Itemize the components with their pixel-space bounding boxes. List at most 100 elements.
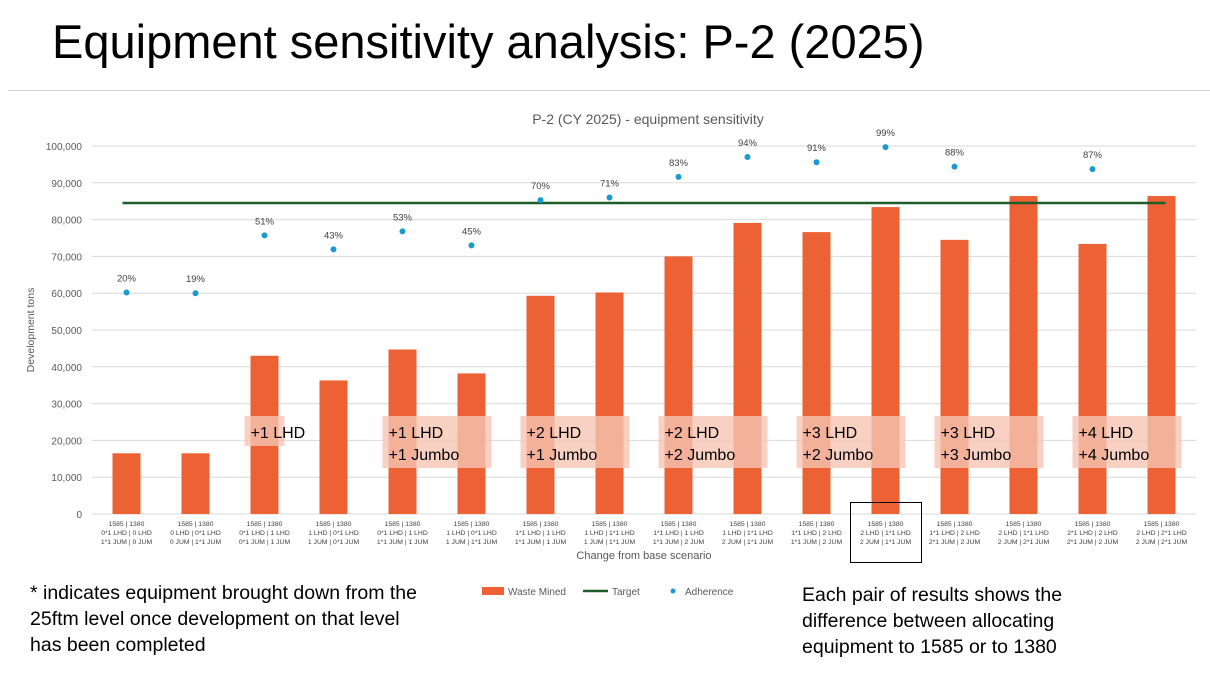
adherence-point (261, 232, 268, 239)
x-tick-label: 2 JUM | 2*1 JUM (1136, 539, 1188, 546)
x-tick-label: 1*1 JUM | 1 JUM (515, 539, 567, 546)
bar-waste-mined (181, 453, 210, 514)
x-tick-label: 1585 | 1380 (523, 521, 559, 528)
legend-swatch-waste-mined (482, 587, 504, 595)
annotation-box (382, 416, 492, 468)
adherence-point (468, 242, 475, 249)
x-tick-label: 1*1 JUM | 2 JUM (653, 539, 705, 546)
bar-waste-mined (112, 453, 141, 514)
adherence-point (123, 289, 130, 296)
x-tick-label: 2*1 JUM | 2 JUM (929, 539, 981, 546)
adherence-label: 83% (669, 158, 689, 169)
title-divider (8, 90, 1210, 91)
x-tick-label: 1*1 LHD | 2 LHD (929, 530, 980, 537)
y-tick-label: 90,000 (51, 179, 82, 190)
annotation-text: +2 LHD (665, 425, 720, 442)
x-tick-label: 1*1 JUM | 1 JUM (377, 539, 429, 546)
x-tick-label: 2 LHD | 1*1 LHD (998, 530, 1049, 537)
x-tick-label: 2 JUM | 1*1 JUM (722, 539, 774, 546)
x-tick-label: 1585 | 1380 (454, 521, 490, 528)
bar-waste-mined (595, 292, 624, 514)
x-tick-label: 0 JUM | 1*1 JUM (170, 539, 222, 546)
annotation-text: +1 Jumbo (389, 447, 460, 464)
annotation-box (796, 416, 906, 468)
adherence-label: 99% (876, 128, 896, 139)
x-tick-label: 1 LHD | 1*1 LHD (584, 530, 635, 537)
adherence-point (192, 290, 199, 297)
adherence-point (1089, 166, 1096, 173)
legend-label-target: Target (612, 587, 640, 598)
x-tick-label: 1 LHD | 0*1 LHD (308, 530, 359, 537)
bar-waste-mined (319, 380, 348, 514)
annotation-text: +4 Jumbo (1079, 447, 1150, 464)
x-tick-label: 1585 | 1380 (661, 521, 697, 528)
slide-title: Equipment sensitivity analysis: P-2 (202… (52, 15, 925, 68)
footnote-equipment: * indicates equipment brought down from … (30, 582, 417, 656)
x-tick-label: 1585 | 1380 (730, 521, 766, 528)
annotation-text: +1 Jumbo (527, 447, 598, 464)
annotation-text: +3 Jumbo (941, 447, 1012, 464)
bar-waste-mined (1078, 243, 1107, 514)
adherence-point (951, 163, 958, 170)
x-tick-label: 2 LHD | 1*1 LHD (860, 530, 911, 537)
annotation-text: +2 Jumbo (803, 447, 874, 464)
y-axis-label: Development tons (25, 288, 37, 373)
annotation-box (244, 416, 285, 446)
x-tick-label: 2*1 JUM | 2 JUM (1067, 539, 1119, 546)
annotation-text: +3 LHD (941, 425, 996, 442)
adherence-label: 70% (531, 181, 551, 192)
x-tick-label: 1585 | 1380 (385, 521, 421, 528)
y-tick-label: 50,000 (51, 326, 82, 337)
x-tick-label: 1 LHD | 1*1 LHD (722, 530, 773, 537)
x-tick-label: 0*1 LHD | 0 LHD (101, 530, 152, 537)
x-tick-label: 1585 | 1380 (1144, 521, 1180, 528)
x-axis-label: Change from base scenario (576, 550, 711, 562)
annotation-text: +3 LHD (803, 425, 858, 442)
adherence-label: 20% (117, 273, 137, 284)
x-tick-label: 0 LHD | 0*1 LHD (170, 530, 221, 537)
bar-waste-mined (802, 232, 831, 514)
x-tick-label: 0*1 LHD | 1 LHD (377, 530, 428, 537)
bar-waste-mined (940, 239, 969, 514)
legend-label-adherence: Adherence (685, 587, 734, 598)
adherence-label: 53% (393, 212, 413, 223)
y-tick-label: 10,000 (51, 473, 82, 484)
x-tick-label: 1*1 LHD | 1 LHD (653, 530, 704, 537)
x-tick-label: 1*1 LHD | 1 LHD (515, 530, 566, 537)
adherence-label: 19% (186, 274, 206, 285)
adherence-point (882, 144, 889, 151)
x-tick-label: 1585 | 1380 (799, 521, 835, 528)
legend-swatch-adherence (670, 588, 676, 594)
x-tick-label: 2 JUM | 1*1 JUM (860, 539, 912, 546)
x-tick-label: 1585 | 1380 (316, 521, 352, 528)
bar-waste-mined (664, 256, 693, 514)
x-tick-label: 1585 | 1380 (178, 521, 214, 528)
adherence-point (537, 197, 544, 204)
annotation-box (934, 416, 1044, 468)
x-tick-label: 0*1 JUM | 1 JUM (239, 539, 291, 546)
y-tick-label: 100,000 (46, 142, 83, 153)
y-tick-label: 0 (76, 510, 82, 521)
bar-waste-mined (526, 295, 555, 514)
y-tick-label: 20,000 (51, 436, 82, 447)
adherence-point (606, 194, 613, 201)
x-tick-label: 1*1 JUM | 0 JUM (101, 539, 153, 546)
x-tick-label: 1585 | 1380 (937, 521, 973, 528)
annotation-text: +1 LHD (251, 425, 306, 442)
bar-waste-mined (733, 222, 762, 515)
x-tick-label: 2 JUM | 2*1 JUM (998, 539, 1050, 546)
adherence-label: 43% (324, 230, 344, 241)
legend-label-waste-mined: Waste Mined (508, 587, 566, 598)
x-tick-label: 1585 | 1380 (109, 521, 145, 528)
x-tick-label: 1*1 LHD | 2 LHD (791, 530, 842, 537)
adherence-point (399, 228, 406, 235)
adherence-point (813, 159, 820, 166)
annotation-text: +2 Jumbo (665, 447, 736, 464)
y-tick-label: 60,000 (51, 289, 82, 300)
adherence-point (675, 173, 682, 180)
annotation-box (520, 416, 630, 468)
chart-title: P-2 (CY 2025) - equipment sensitivity (532, 111, 764, 127)
x-tick-label: 1585 | 1380 (592, 521, 628, 528)
annotation-text: +1 LHD (389, 425, 444, 442)
